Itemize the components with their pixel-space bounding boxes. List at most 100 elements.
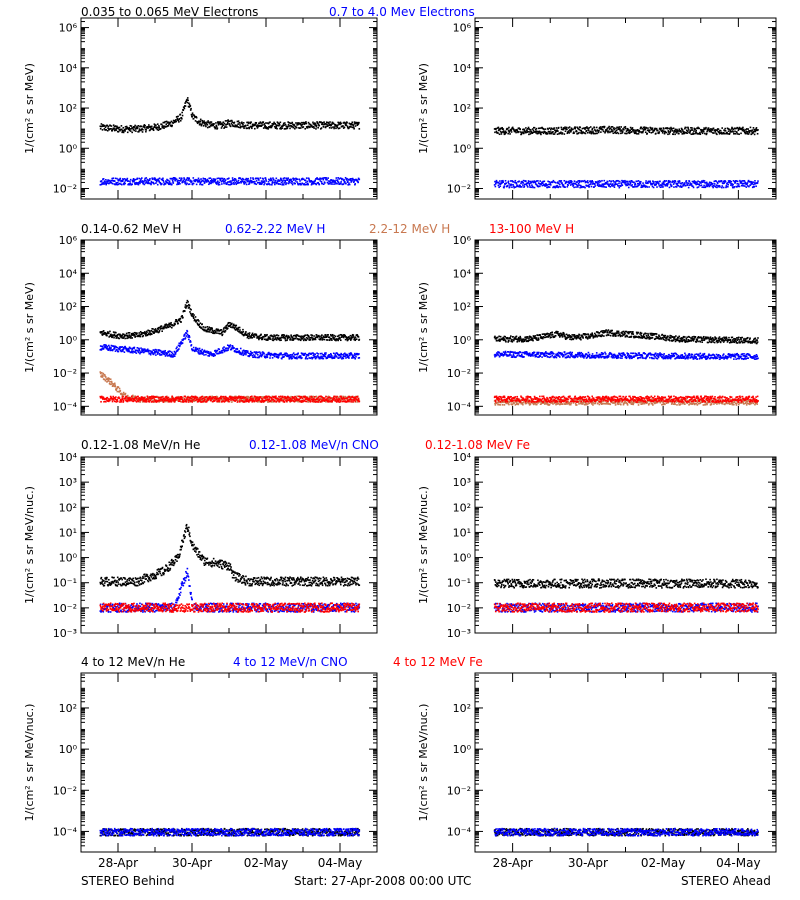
data-point [661,186,663,188]
data-point [663,130,665,133]
y-axis-label: 1/(cm² s sr MeV) [23,282,36,373]
data-point [208,355,211,357]
data-point [151,178,154,181]
data-point [651,127,654,129]
data-point [629,126,632,129]
data-point [285,335,288,338]
data-point [650,131,653,134]
data-point [176,115,178,118]
data-point [231,177,234,179]
data-point [149,353,152,356]
data-point [138,129,141,132]
data-point [528,131,531,133]
data-point [747,130,749,133]
data-point [577,182,580,185]
data-point [308,125,310,128]
data-point [127,347,130,350]
data-point [340,181,342,183]
data-point [614,184,616,186]
data-point [352,178,355,181]
data-point [276,182,278,184]
data-point [353,337,356,340]
data-point [282,177,285,180]
data-point [696,127,699,130]
data-point [286,127,289,129]
data-point [300,125,303,127]
data-point [123,183,125,186]
data-point [526,127,529,130]
y-tick-label: 10⁴ [453,62,472,75]
data-point [276,180,279,183]
data-point [125,332,128,335]
data-point [187,336,189,338]
data-point [263,353,265,355]
data-point [592,132,595,135]
data-point [284,182,286,184]
data-point [311,182,313,185]
data-point [706,182,708,185]
data-point [279,127,281,130]
data-point [325,339,328,341]
data-point [345,179,348,181]
data-point [287,124,290,126]
data-point [156,126,158,129]
data-point [133,179,136,181]
data-point [350,338,353,340]
data-point [312,123,315,125]
data-point [352,334,355,336]
data-point [213,329,216,332]
data-point [501,126,503,129]
data-point [100,180,103,182]
data-point [278,354,280,357]
data-point [732,128,735,131]
data-point [549,130,551,133]
data-point [251,354,254,357]
data-point [600,131,602,133]
data-point [274,352,276,355]
data-point [738,133,740,136]
data-point [248,127,251,130]
data-point [180,343,183,345]
data-point [516,129,519,132]
data-point [125,347,128,350]
y-tick-label: 10⁶ [59,234,78,247]
data-point [181,342,184,344]
data-point [274,122,276,125]
data-point [684,184,687,187]
data-point [254,127,256,130]
data-point [124,345,126,348]
data-point [615,132,618,135]
data-point [240,125,242,128]
data-point [673,129,676,132]
data-point [751,183,753,185]
data-point [335,177,338,179]
data-point [637,184,639,187]
data-point [173,353,175,356]
data-point [313,335,315,337]
data-point [115,127,118,130]
data-point [658,183,660,185]
data-point [285,177,288,180]
data-point [278,124,281,126]
data-point [597,131,600,134]
data-point [750,181,753,183]
data-point [502,131,504,133]
data-point [344,180,346,183]
data-point [700,182,702,184]
data-point [143,183,146,186]
data-point [706,185,709,188]
data-point [567,180,570,183]
data-point [728,181,731,184]
data-point [109,347,112,350]
data-point [194,349,196,352]
data-point [112,345,115,347]
data-point [584,126,587,129]
data-point [751,131,753,133]
data-point [683,183,686,186]
data-point [634,182,636,185]
data-point [715,180,717,182]
data-point [242,178,245,181]
data-point [188,177,191,179]
data-point [192,315,195,318]
data-point [357,336,360,338]
